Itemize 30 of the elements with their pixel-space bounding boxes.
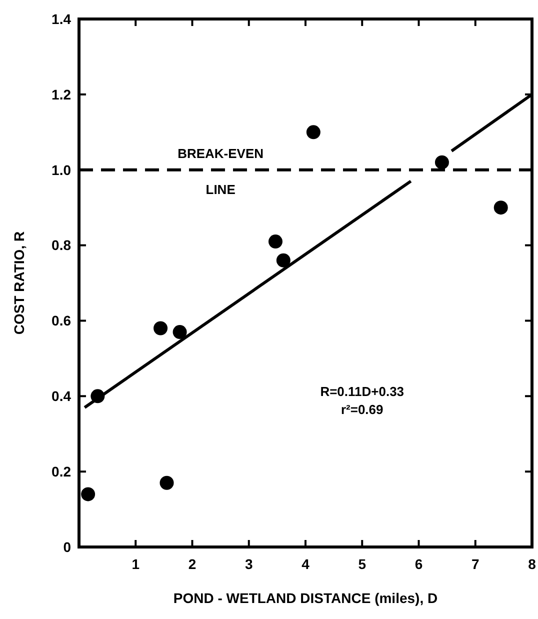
annotation: R=0.11D+0.33 <box>320 384 404 400</box>
point <box>494 200 508 215</box>
y-tick-label: 0.4 <box>52 388 72 404</box>
text: BREAK-EVEN LINE <box>178 146 264 197</box>
x-tick-label: 8 <box>528 556 536 572</box>
point <box>160 476 174 490</box>
y-tick-label: 0.8 <box>52 237 72 254</box>
x-tick-label: 3 <box>244 556 253 572</box>
x-tick-label: 1 <box>132 556 140 572</box>
annotation: r²=0.69 <box>340 402 384 418</box>
point <box>276 253 290 268</box>
x-axis-title: POND - WETLAND DISTANCE (miles), D <box>173 590 438 606</box>
y-tick-label: 1.0 <box>52 162 72 178</box>
y-tick-label: 0.6 <box>52 312 72 329</box>
y-tick-label: 1.2 <box>52 86 72 102</box>
y-axis-title: COST RATIO, R <box>11 231 27 335</box>
point <box>434 155 449 170</box>
y-tick-label: 0.2 <box>52 463 72 480</box>
x-tick-label: 2 <box>188 556 196 572</box>
y-tick-label: 0 <box>63 538 72 555</box>
point <box>172 325 187 340</box>
y-tick-label: 1.4 <box>52 10 72 27</box>
point <box>154 321 168 336</box>
x-tick-label: 5 <box>358 556 366 572</box>
point <box>81 487 96 502</box>
x-tick-label: 7 <box>471 556 480 572</box>
x-tick-label: 4 <box>302 556 310 572</box>
point <box>306 125 320 140</box>
point <box>268 234 282 249</box>
x-tick-label: 6 <box>414 556 423 572</box>
